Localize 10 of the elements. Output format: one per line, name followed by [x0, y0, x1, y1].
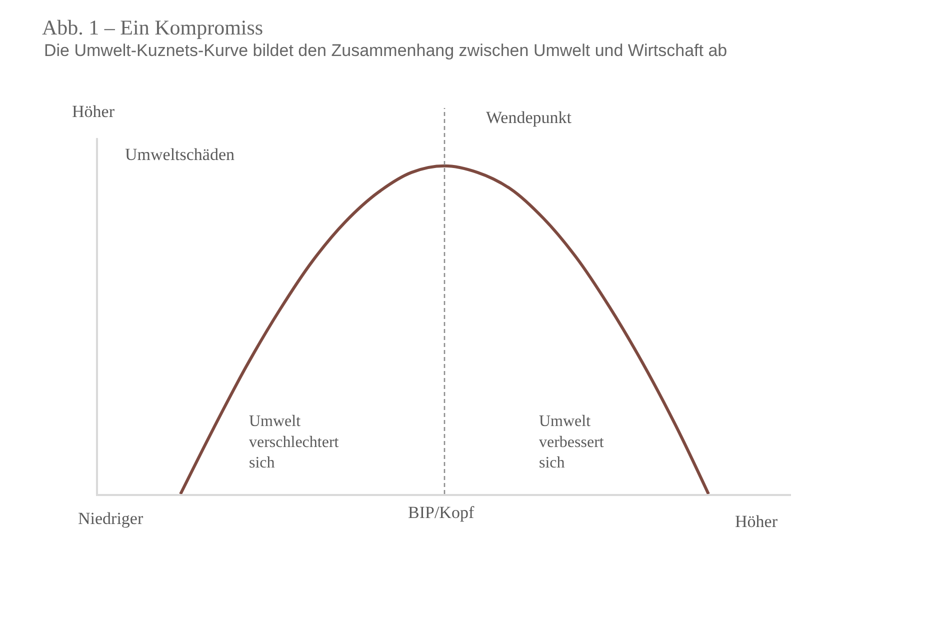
- chart-subtitle: Die Umwelt-Kuznets-Kurve bildet den Zusammenhang zwischen Umwelt und Wirtschaft ab: [44, 41, 728, 60]
- annotation: Umwelt verbessert sich: [539, 413, 604, 472]
- x-axis-title: BIP/Kopf: [408, 503, 474, 522]
- text: Niedriger: [78, 509, 144, 528]
- annotation: Umwelt verschlechtert sich: [249, 413, 340, 472]
- chart-title: Abb. 1 – Ein Kompromiss: [42, 15, 264, 40]
- text: Höher: [72, 102, 115, 121]
- text: Wendepunkt: [486, 108, 572, 127]
- y-axis-title: Umweltschäden: [125, 145, 236, 164]
- text: Höher: [735, 512, 778, 531]
